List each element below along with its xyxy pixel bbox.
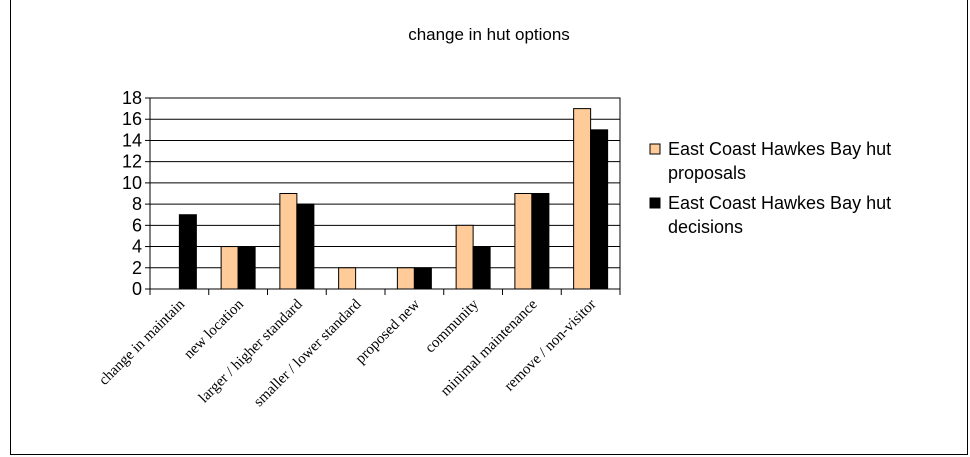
- x-tick-label: larger / higher standard: [196, 296, 306, 406]
- chart-title: change in hut options: [408, 25, 570, 44]
- y-tick-label: 4: [132, 237, 142, 257]
- bar-proposals: [338, 267, 357, 290]
- y-tick-label: 14: [122, 130, 142, 150]
- y-tick-label: 8: [132, 194, 142, 214]
- bar-proposals: [220, 246, 239, 290]
- legend-swatch: [649, 197, 661, 209]
- x-tick-label: minimal maintenance: [438, 296, 541, 399]
- legend: East Coast Hawkes Bay hut proposals East C…: [649, 139, 891, 237]
- x-tick-label: community: [422, 296, 482, 356]
- bar-decisions: [296, 203, 315, 290]
- plot-area-border: [149, 97, 621, 290]
- y-tick-label: 6: [132, 215, 142, 235]
- bar-decisions: [413, 267, 432, 290]
- y-tick-label: 10: [122, 173, 142, 193]
- y-tick-label: 16: [122, 109, 142, 129]
- bar-decisions: [237, 246, 256, 290]
- bar-proposals: [514, 193, 533, 290]
- bar-decisions: [472, 246, 491, 290]
- bar-proposals: [573, 108, 592, 290]
- legend-label: East Coast Hawkes Bay hut decisions: [668, 193, 891, 237]
- bar-proposals: [455, 224, 474, 290]
- y-tick-label: 12: [122, 152, 142, 172]
- bars: [178, 108, 609, 290]
- y-tick-label: 2: [132, 258, 142, 278]
- bar-decisions: [178, 214, 197, 290]
- y-tick-label: 18: [122, 88, 142, 108]
- axes: [149, 97, 621, 295]
- bar-decisions: [590, 129, 609, 290]
- x-tick-label: change in maintain: [96, 296, 188, 388]
- bar-decisions: [531, 193, 550, 290]
- chart-frame: [10, 0, 968, 455]
- legend-swatch: [649, 143, 661, 155]
- y-tick-label: 0: [132, 279, 142, 299]
- legend-label: East Coast Hawkes Bay hut proposals: [668, 139, 891, 183]
- bar-proposals: [279, 193, 298, 290]
- bar-proposals: [396, 267, 415, 290]
- x-tick-label: smaller / lower standard: [251, 296, 365, 410]
